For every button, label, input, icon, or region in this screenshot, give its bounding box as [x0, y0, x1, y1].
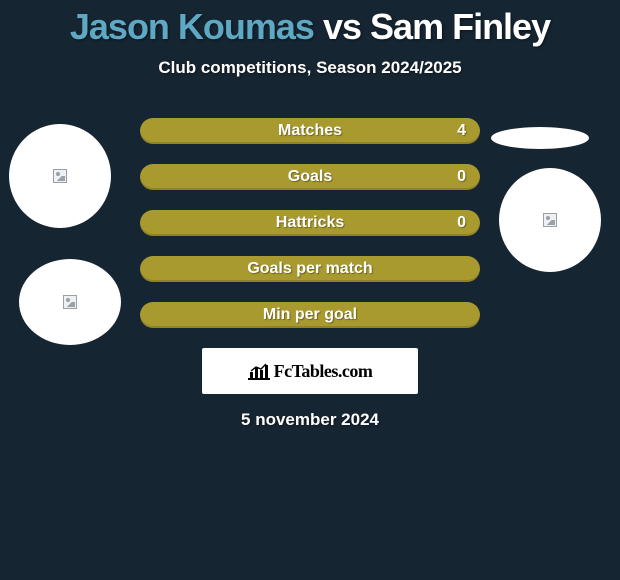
comparison-subtitle: Club competitions, Season 2024/2025 [0, 58, 620, 78]
comparison-title: Jason Koumas vs Sam Finley [0, 0, 620, 48]
stat-label: Goals [288, 168, 332, 186]
image-placeholder-icon [543, 213, 557, 227]
player-avatar [499, 168, 601, 272]
stat-bar: Goals per match [140, 256, 480, 282]
brand-text: FcTables.com [274, 361, 373, 382]
stat-value: 0 [457, 168, 466, 186]
bar-chart-icon [248, 362, 270, 380]
snapshot-date: 5 november 2024 [0, 410, 620, 430]
player-avatar [19, 259, 121, 345]
stat-value: 0 [457, 214, 466, 232]
brand-badge: FcTables.com [202, 348, 418, 394]
stat-bar: Matches 4 [140, 118, 480, 144]
stat-label: Hattricks [276, 214, 344, 232]
stat-label: Matches [278, 122, 342, 140]
stat-bar: Min per goal [140, 302, 480, 328]
stat-bar: Hattricks 0 [140, 210, 480, 236]
stat-bar: Goals 0 [140, 164, 480, 190]
player-avatar [491, 127, 589, 149]
player-avatar [9, 124, 111, 228]
stat-label: Min per goal [263, 306, 357, 324]
vs-label: vs [323, 6, 361, 47]
image-placeholder-icon [63, 295, 77, 309]
stats-bars: Matches 4 Goals 0 Hattricks 0 Goals per … [140, 118, 480, 328]
player2-name: Sam Finley [370, 6, 550, 47]
player1-name: Jason Koumas [70, 6, 314, 47]
image-placeholder-icon [53, 169, 67, 183]
stat-value: 4 [457, 122, 466, 140]
stat-label: Goals per match [247, 260, 372, 278]
